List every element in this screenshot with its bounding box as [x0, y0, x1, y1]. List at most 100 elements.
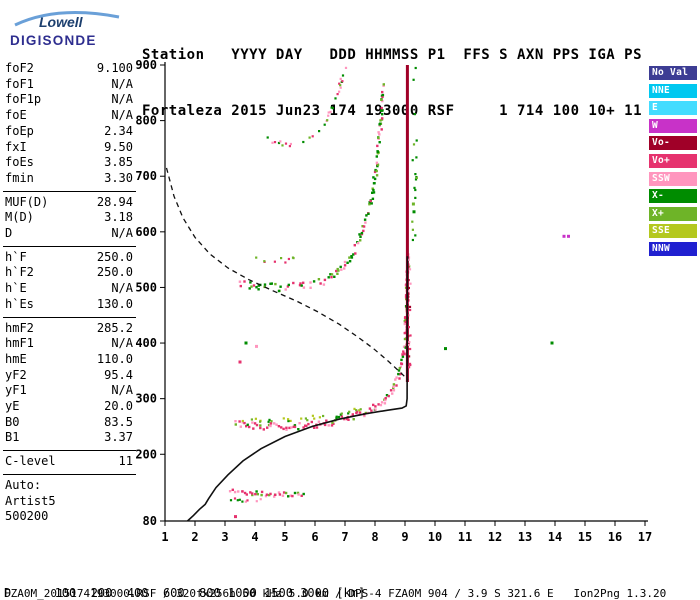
param-label: yF2 — [5, 367, 27, 382]
station-header: Station YYYY DAY DDD HHMMSS P1 FFS S AXN… — [142, 9, 642, 157]
param-label: h`Es — [5, 296, 34, 311]
y-tick-label: 300 — [135, 392, 157, 406]
param-row: yF2 95.4 — [3, 368, 136, 384]
param-value: 20.0 — [104, 399, 133, 414]
param-label: B1 — [5, 430, 20, 445]
param-label: 500200 — [5, 509, 49, 524]
x-tick-label: 12 — [488, 530, 502, 544]
param-label: fxI — [5, 139, 27, 154]
es-layer-lower-specks — [229, 497, 262, 503]
param-row: MUF(D) 28.94 — [3, 195, 136, 211]
param-value: 3.18 — [104, 210, 133, 225]
y-tick-label: 400 — [135, 336, 157, 350]
parameter-panel: foF2 9.100 foF1 N/A foF1p N/A foE N/A foEp 2.34 fx… — [3, 61, 136, 525]
param-row: foF2 9.100 — [3, 61, 136, 77]
x-tick-label: 7 — [341, 530, 348, 544]
param-value: 110.0 — [96, 351, 133, 366]
param-label: hmE — [5, 351, 27, 366]
param-row: foF1 N/A — [3, 77, 136, 93]
param-label: yF1 — [5, 383, 27, 398]
velocity-direction-legend: No Val NNE E W Vo- Vo+ SSW X- X+ SSE NNW — [649, 66, 697, 260]
legend-item-no-val: No Val — [649, 66, 697, 80]
logo-swoosh-icon — [14, 11, 120, 27]
x-tick-label: 3 — [221, 530, 228, 544]
legend-item-ssw: SSW — [649, 171, 697, 186]
param-label: hmF2 — [5, 320, 34, 335]
param-label: Auto: — [5, 477, 42, 492]
logo-graphic: Lowell DIGISONDE — [10, 11, 120, 48]
param-label: foE — [5, 108, 27, 123]
logo-lowell-text: Lowell — [39, 14, 84, 30]
param-row: h`F2 250.0 — [3, 265, 136, 281]
param-row: D N/A — [3, 226, 136, 242]
f-2nd-hop-flat — [238, 278, 326, 293]
param-label: foF1 — [5, 76, 34, 91]
param-row: C-level 11 — [3, 454, 136, 470]
legend-item-vo+: Vo+ — [649, 153, 697, 168]
param-value: N/A — [111, 108, 133, 123]
param-label: foEp — [5, 123, 34, 138]
param-separator — [3, 245, 136, 247]
param-label: yE — [5, 399, 20, 414]
param-value: 95.4 — [104, 367, 133, 382]
param-value: 130.0 — [96, 296, 133, 311]
y-tick-label: 900 — [135, 58, 157, 72]
legend-item-x-: X- — [649, 189, 697, 204]
muf-distance-table: D 100 200 400 600 800 1000 1500 3000 [km… — [4, 556, 372, 600]
param-row: h`Es 130.0 — [3, 297, 136, 313]
x-tick-label: 16 — [608, 530, 622, 544]
x-tick-label: 8 — [371, 530, 378, 544]
param-value: N/A — [111, 76, 133, 91]
y-tick-label: 700 — [135, 169, 157, 183]
param-value: N/A — [111, 383, 133, 398]
legend-item-nne: NNE — [649, 83, 697, 98]
x-tick-label: 2 — [191, 530, 198, 544]
distance-row: D 100 200 400 600 800 1000 1500 3000 [km… — [4, 586, 366, 600]
y-tick-label: 80 — [143, 514, 157, 528]
param-label: h`F2 — [5, 265, 34, 280]
param-value: N/A — [111, 92, 133, 107]
lowell-digisonde-logo: Lowell DIGISONDE — [5, 2, 130, 52]
legend-item-e: E — [649, 101, 697, 116]
legend-item-sse: SSE — [649, 224, 697, 239]
param-row: hmF2 285.2 — [3, 321, 136, 337]
y-tick-label: 800 — [135, 114, 157, 128]
param-value: 250.0 — [96, 249, 133, 264]
x-tick-label: 17 — [638, 530, 652, 544]
muf-transmission-curve — [165, 167, 409, 381]
param-label: foF2 — [5, 61, 34, 75]
true-height-profile — [186, 256, 409, 522]
param-row: hmE 110.0 — [3, 352, 136, 368]
param-row: hmF1 N/A — [3, 336, 136, 352]
x-tick-label: 1 — [161, 530, 168, 544]
param-separator — [3, 316, 136, 318]
param-value: N/A — [111, 226, 133, 241]
param-value: 3.85 — [104, 155, 133, 170]
x-tick-label: 13 — [518, 530, 532, 544]
f-trace-1st-hop — [234, 253, 411, 431]
param-row: yF1 N/A — [3, 383, 136, 399]
f-2nd-hop-upper-specks — [255, 256, 295, 264]
param-label: h`F — [5, 249, 27, 264]
y-tick-label: 500 — [135, 280, 157, 294]
legend-item-nnw: NNW — [649, 241, 697, 256]
logo-digisonde-text: DIGISONDE — [10, 33, 97, 48]
param-label: Artist5 — [5, 493, 56, 508]
param-value: 250.0 — [96, 265, 133, 280]
stray-echoes — [234, 202, 570, 519]
param-row: foE N/A — [3, 108, 136, 124]
param-row: h`F 250.0 — [3, 250, 136, 266]
f-2nd-hop-rise — [323, 83, 385, 282]
param-separator — [3, 473, 136, 475]
legend-item-w: W — [649, 118, 697, 133]
param-value: 83.5 — [104, 414, 133, 429]
param-row: fxI 9.50 — [3, 140, 136, 156]
param-value: 3.30 — [104, 170, 133, 185]
x-tick-label: 9 — [401, 530, 408, 544]
param-value: N/A — [111, 336, 133, 351]
param-value: N/A — [111, 281, 133, 296]
param-separator — [3, 450, 136, 452]
param-value: 9.100 — [96, 61, 133, 75]
f-trace-x-mode-specks — [241, 407, 362, 423]
